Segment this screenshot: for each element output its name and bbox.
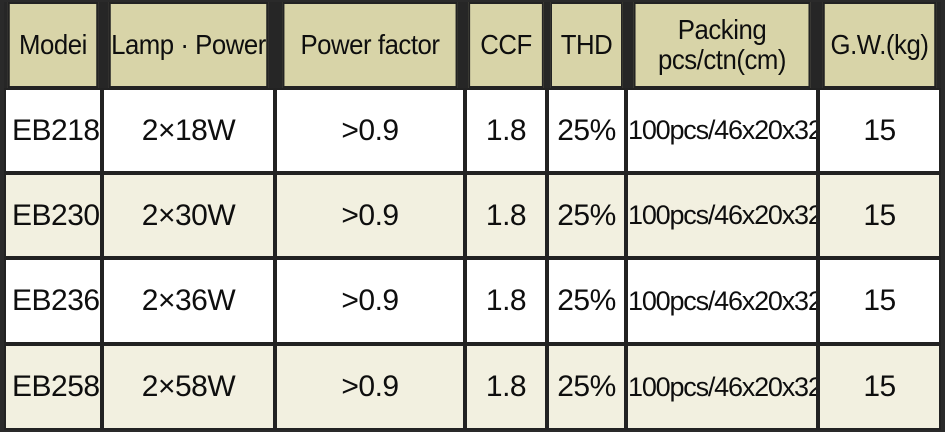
- cell-lamp-power: 2×30W: [102, 173, 275, 258]
- ballast-spec-table: Modei Lamp · Power Power factor CCF THD …: [4, 2, 941, 430]
- header-packing-line1: Packing: [677, 14, 767, 45]
- cell-packing: 100pcs/46x20x32: [626, 173, 818, 258]
- header-lamp-power: Lamp · Power: [108, 2, 269, 88]
- cell-packing: 100pcs/46x20x32: [626, 344, 818, 430]
- cell-gross-weight: 15: [818, 258, 941, 344]
- cell-ccf: 1.8: [465, 88, 547, 173]
- cell-packing: 100pcs/46x20x32: [626, 88, 818, 173]
- header-model: Modei: [7, 2, 99, 88]
- cell-model: EB218: [4, 88, 102, 173]
- table-row: EB258 2×58W >0.9 1.8 25% 100pcs/46x20x32…: [4, 344, 941, 430]
- cell-model: EB258: [4, 344, 102, 430]
- table-row: EB236 2×36W >0.9 1.8 25% 100pcs/46x20x32…: [4, 258, 941, 344]
- header-gross-weight: G.W.(kg): [822, 2, 937, 88]
- table-row: EB230 2×30W >0.9 1.8 25% 100pcs/46x20x32…: [4, 173, 941, 258]
- header-packing-line2: pcs/ctn(cm): [657, 44, 787, 75]
- header-thd: THD: [550, 2, 623, 88]
- cell-thd: 25%: [547, 258, 626, 344]
- cell-ccf: 1.8: [465, 258, 547, 344]
- cell-thd: 25%: [547, 344, 626, 430]
- header-ccf: CCF: [468, 2, 544, 88]
- cell-lamp-power: 2×36W: [102, 258, 275, 344]
- cell-thd: 25%: [547, 88, 626, 173]
- cell-gross-weight: 15: [818, 173, 941, 258]
- cell-ccf: 1.8: [465, 344, 547, 430]
- header-power-factor: Power factor: [282, 2, 458, 88]
- cell-model: EB236: [4, 258, 102, 344]
- cell-packing: 100pcs/46x20x32: [626, 258, 818, 344]
- cell-power-factor: >0.9: [275, 344, 465, 430]
- cell-gross-weight: 15: [818, 88, 941, 173]
- cell-lamp-power: 2×58W: [102, 344, 275, 430]
- cell-lamp-power: 2×18W: [102, 88, 275, 173]
- cell-model: EB230: [4, 173, 102, 258]
- cell-power-factor: >0.9: [275, 173, 465, 258]
- cell-power-factor: >0.9: [275, 258, 465, 344]
- header-packing: Packing pcs/ctn(cm): [633, 2, 811, 88]
- table-row: EB218 2×18W >0.9 1.8 25% 100pcs/46x20x32…: [4, 88, 941, 173]
- cell-power-factor: >0.9: [275, 88, 465, 173]
- header-row: Modei Lamp · Power Power factor CCF THD …: [4, 2, 941, 88]
- cell-gross-weight: 15: [818, 344, 941, 430]
- cell-thd: 25%: [547, 173, 626, 258]
- cell-ccf: 1.8: [465, 173, 547, 258]
